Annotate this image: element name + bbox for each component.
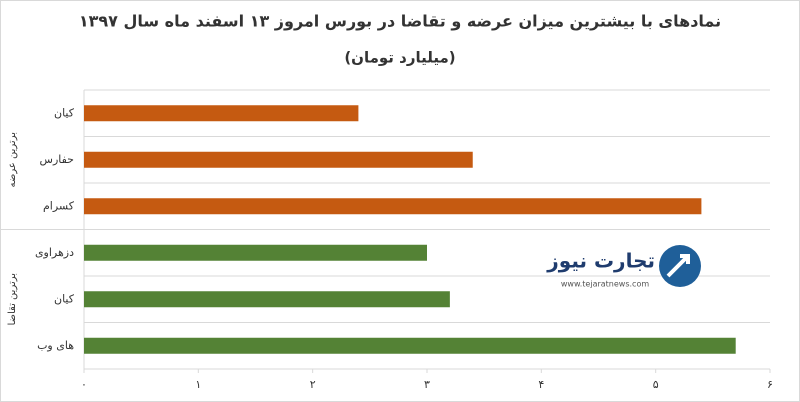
bar — [84, 244, 427, 261]
x-tick-label: ۰ — [81, 378, 87, 391]
x-tick-label: ۲ — [310, 378, 316, 391]
bar — [84, 337, 736, 354]
chart-title: نمادهای با بیشترین میزان عرضه و تقاضا در… — [79, 12, 721, 31]
y-tick-label: کسرام — [43, 199, 75, 212]
x-tick-label: ۵ — [653, 378, 659, 391]
y-tick-label: های وب — [37, 339, 74, 352]
bar — [84, 151, 473, 168]
logo-brand: تجارت نیوز — [546, 249, 655, 273]
y-tick-label: حفارس — [40, 153, 74, 166]
chart-subtitle: (میلیارد تومان) — [344, 49, 455, 67]
bar — [84, 198, 702, 215]
group-label: برترین تقاضا — [7, 273, 18, 326]
x-tick-label: ۴ — [538, 378, 544, 391]
logo-url: www.tejaratnews.com — [561, 280, 649, 289]
x-tick-label: ۱ — [195, 378, 201, 391]
y-tick-label: کیان — [54, 292, 75, 305]
group-label: برترین عرضه — [7, 132, 18, 188]
x-tick-label: ۳ — [424, 378, 430, 391]
y-tick-label: دزهراوی — [35, 246, 74, 259]
bar — [84, 291, 450, 308]
bar — [84, 105, 359, 122]
y-tick-label: کیان — [54, 106, 75, 119]
logo: تجارت نیوز www.tejaratnews.com — [546, 245, 701, 289]
x-tick-label: ۶ — [767, 378, 773, 391]
logo-arrow — [666, 254, 690, 278]
